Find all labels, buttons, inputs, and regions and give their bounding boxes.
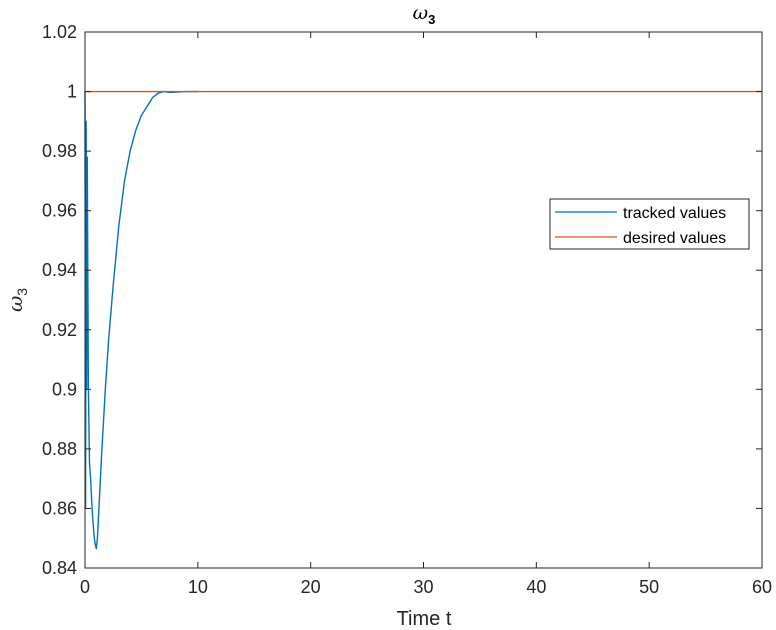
y-tick-label: 0.88 bbox=[42, 439, 77, 459]
legend-box bbox=[549, 198, 750, 250]
chart-title-subscript: 3 bbox=[428, 12, 435, 27]
y-tick-label: 0.94 bbox=[42, 260, 77, 280]
y-tick-label: 0.98 bbox=[42, 141, 77, 161]
chart-title: ω3 bbox=[413, 2, 436, 27]
x-tick-label: 10 bbox=[188, 577, 208, 597]
y-axis-label-symbol: ω bbox=[3, 296, 27, 312]
x-tick-label: 60 bbox=[752, 577, 772, 597]
y-tick-label: 0.96 bbox=[42, 201, 77, 221]
x-tick-label: 20 bbox=[301, 577, 321, 597]
series-layer bbox=[84, 90, 762, 550]
x-axis-label: Time t bbox=[397, 608, 452, 630]
y-tick-label: 1 bbox=[67, 82, 77, 102]
x-tick-label: 40 bbox=[526, 577, 546, 597]
y-tick-label: 0.9 bbox=[52, 379, 77, 399]
legend: tracked values desired values bbox=[549, 198, 750, 250]
legend-label-tracked: tracked values bbox=[623, 205, 726, 222]
ticks-layer: 0 10 20 30 40 50 60 0.84 0.86 0.88 0.9 0.92 0.94 0.96… bbox=[42, 22, 772, 597]
x-tick-label: 30 bbox=[413, 577, 433, 597]
series-line-0 bbox=[84, 90, 198, 550]
y-axis-label-text: ω3 bbox=[3, 288, 30, 312]
y-axis-label-subscript: 3 bbox=[14, 288, 30, 296]
y-axis-label: ω3 bbox=[3, 288, 30, 312]
chart-title-symbol: ω bbox=[413, 2, 429, 24]
legend-label-desired: desired values bbox=[623, 230, 726, 247]
x-tick-label: 0 bbox=[80, 577, 90, 597]
plot-area bbox=[85, 32, 762, 568]
x-tick-label: 50 bbox=[639, 577, 659, 597]
y-tick-label: 0.84 bbox=[42, 558, 77, 578]
y-tick-label: 1.02 bbox=[42, 22, 77, 42]
y-tick-label: 0.92 bbox=[42, 320, 77, 340]
y-tick-label: 0.86 bbox=[42, 498, 77, 518]
